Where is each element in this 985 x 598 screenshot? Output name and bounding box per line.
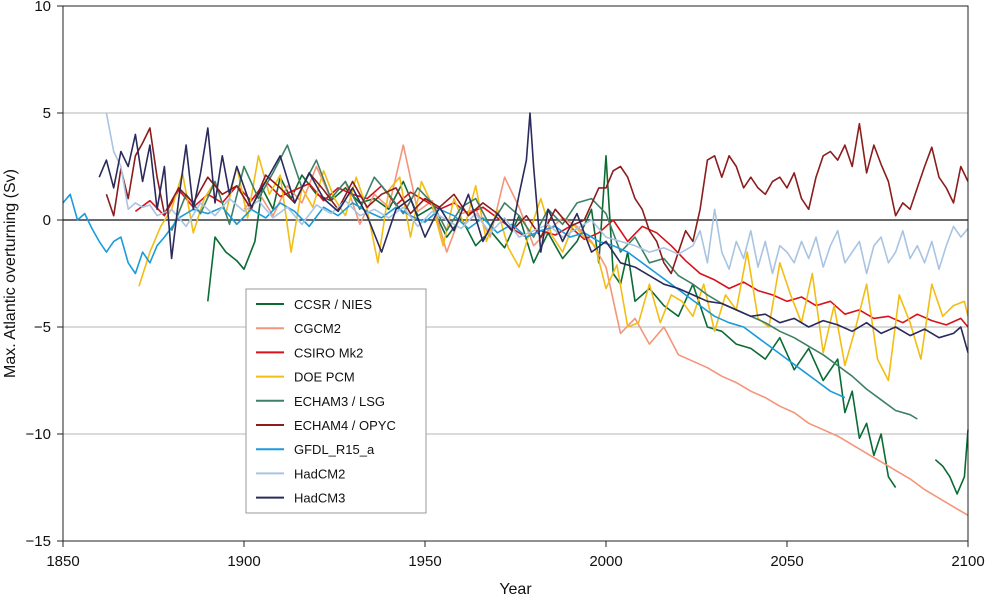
legend-label: HadCM3 [294, 491, 345, 506]
x-axis-ticks: 1850 1900 1950 2000 2050 2100 [46, 541, 985, 570]
legend-label: GFDL_R15_a [294, 442, 375, 457]
y-tick-label: −15 [26, 533, 51, 550]
legend-label: CCSR / NIES [294, 297, 372, 312]
legend: CCSR / NIES CGCM2 CSIRO Mk2 DOE PCM ECHAM3 /… [245, 288, 427, 514]
gridlines [63, 5, 968, 542]
series-line-csiro-mk2 [134, 180, 969, 328]
series-line-ccsr-nies [207, 155, 969, 495]
legend-label: HadCM2 [294, 466, 345, 481]
y-tick-label: −5 [34, 319, 51, 336]
x-tick-label: 2050 [770, 553, 803, 570]
y-tick-label: 5 [43, 105, 51, 122]
x-tick-label: 2100 [951, 553, 984, 570]
legend-label: CSIRO Mk2 [294, 345, 363, 360]
series-line-hadcm2 [105, 112, 969, 275]
legend-label: CGCM2 [294, 321, 341, 336]
legend-label: ECHAM3 / LSG [294, 394, 385, 409]
y-axis-title: Max. Atlantic overturning (Sv) [2, 169, 19, 378]
plot-frame [62, 5, 969, 542]
x-tick-label: 1900 [227, 553, 260, 570]
series-lines [62, 112, 969, 516]
x-tick-label: 2000 [589, 553, 622, 570]
series-line-echam4-opyc [105, 122, 969, 275]
y-tick-label: −10 [26, 426, 51, 443]
x-tick-label: 1850 [46, 553, 79, 570]
series-line-hadcm3 [98, 112, 969, 353]
x-tick-label: 1950 [408, 553, 441, 570]
series-line-gfdl-r15-a [62, 193, 846, 399]
y-tick-label: 10 [34, 0, 51, 15]
x-axis-title: Year [499, 581, 532, 598]
legend-label: ECHAM4 / OPYC [294, 418, 396, 433]
series-line-doe-pcm [138, 155, 969, 382]
legend-label: DOE PCM [294, 370, 355, 385]
y-axis-ticks: 10 5 0 −5 −10 −15 [26, 0, 63, 550]
y-tick-label: 0 [43, 212, 51, 229]
